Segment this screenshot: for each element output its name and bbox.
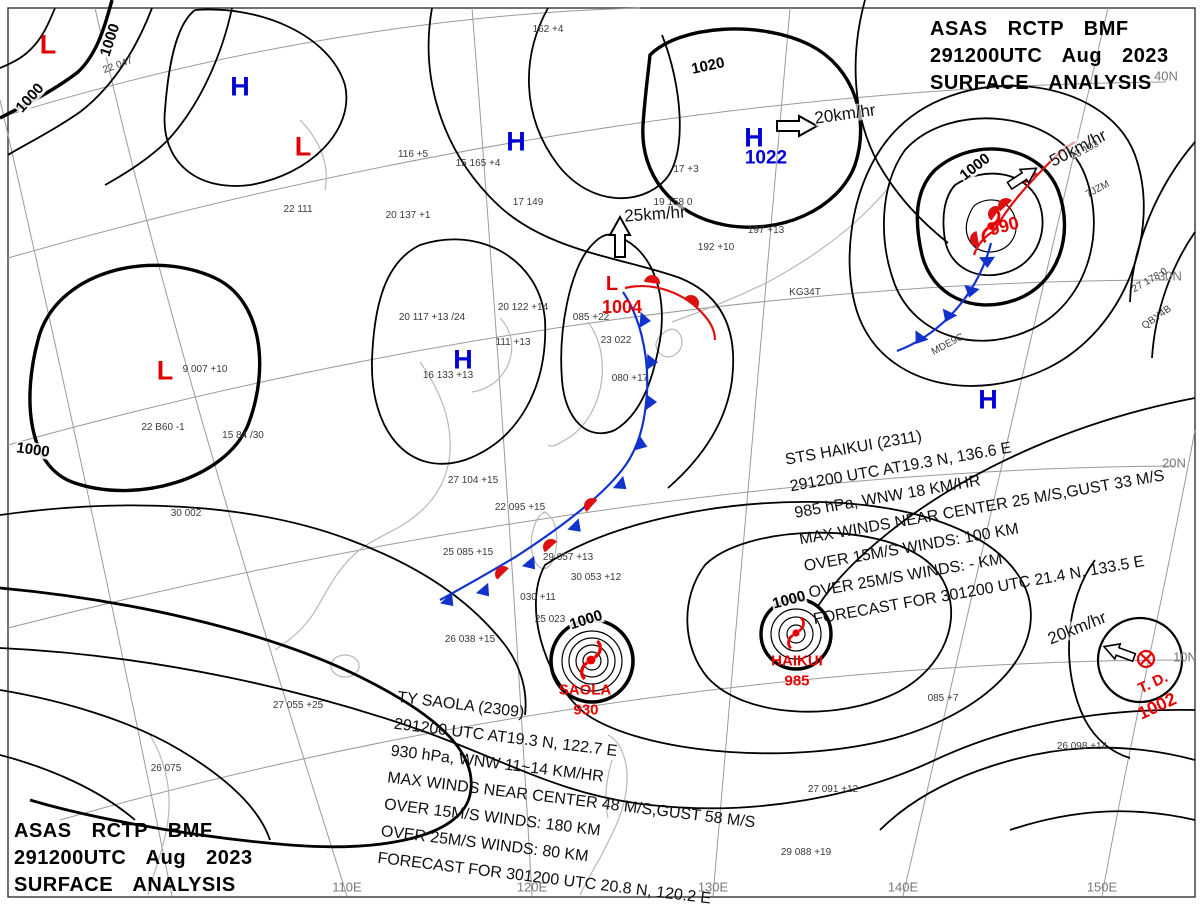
low-pressure-value: 1004 xyxy=(601,297,643,317)
title-line-1: ASAS RCTP BMF xyxy=(930,18,1129,40)
storm-name-label: HAIKUI xyxy=(771,652,823,670)
station-plot: 17 149 xyxy=(512,197,544,208)
low-marker: L xyxy=(294,131,312,162)
warm-front-line xyxy=(624,285,717,341)
motion-arrow-east xyxy=(776,115,818,137)
station-plot: 19 158 0 xyxy=(653,197,693,208)
station-plot: 22 111 xyxy=(283,204,313,215)
title-line-1: ASAS RCTP BMF xyxy=(14,820,213,842)
station-plot: 27 104 +15 xyxy=(447,475,499,486)
station-plot: 30 002 xyxy=(170,508,202,519)
station-plot: 15 84 /30 xyxy=(222,430,264,441)
station-plot: 29 057 +13 xyxy=(542,552,594,563)
station-plot: 27 091 +12 xyxy=(807,784,859,795)
isobars xyxy=(0,0,1196,849)
station-plot: 26 075 xyxy=(150,763,182,774)
station-plot: 20 117 +13 /24 xyxy=(398,312,466,323)
station-plot: 085 +7 xyxy=(927,693,959,704)
station-plot: 030 +11 xyxy=(520,592,556,603)
lat-label: 20N xyxy=(1162,455,1186,471)
cold-front-line xyxy=(439,291,649,601)
lon-label: 130E xyxy=(697,879,729,895)
high-marker: H xyxy=(453,344,473,375)
station-plot: 162 +4 xyxy=(532,24,564,35)
lat-label: 40N xyxy=(1154,68,1178,84)
high-marker: H xyxy=(978,384,998,415)
station-plot: 20 137 +1 xyxy=(385,210,431,221)
low-marker: L xyxy=(156,355,174,386)
lat-label: 30N xyxy=(1158,268,1182,284)
cold-front-line xyxy=(896,242,993,353)
typhoon-symbol-haikui xyxy=(787,616,805,650)
lon-label: 110E xyxy=(332,879,362,895)
station-plot: 30 053 +12 xyxy=(570,572,622,583)
high-marker: H xyxy=(230,71,250,102)
lat-label: 10N xyxy=(1173,649,1197,665)
low-marker: L xyxy=(605,273,619,295)
title-block-top-right: ASAS RCTP BMF 291200UTC Aug 2023 SURFACE… xyxy=(930,16,1169,97)
station-plot: 29 088 +19 xyxy=(780,847,832,858)
station-plot: KG34T xyxy=(789,287,821,298)
lon-label: 150E xyxy=(1086,879,1118,895)
station-plot: 16 133 +13 xyxy=(422,370,474,381)
station-plot: 27 055 +25 xyxy=(272,700,324,711)
high-marker: H xyxy=(506,126,526,157)
station-plot: 25 023 xyxy=(534,614,566,625)
high-pressure-value: 1022 xyxy=(744,147,788,169)
title-line-2: 291200UTC Aug 2023 xyxy=(930,45,1169,67)
station-plot: 197 +13 xyxy=(747,225,785,236)
title-block-bottom-left: ASAS RCTP BMF 291200UTC Aug 2023 SURFACE… xyxy=(14,818,253,899)
title-line-3: SURFACE ANALYSIS xyxy=(930,72,1152,94)
lon-label: 120E xyxy=(516,879,548,895)
station-plot: 15 165 +4 xyxy=(455,158,501,169)
storm-name-label: SAOLA xyxy=(558,681,612,699)
title-line-3: SURFACE ANALYSIS xyxy=(14,874,236,896)
title-line-2: 291200UTC Aug 2023 xyxy=(14,847,253,869)
station-plot: 080 +17 xyxy=(611,373,649,384)
station-plot: 25 085 +15 xyxy=(442,547,494,558)
storm-pressure-label: 930 xyxy=(573,701,599,719)
low-marker: L xyxy=(39,29,57,60)
station-plot: 9 007 +10 xyxy=(182,364,228,375)
station-plot: 26 098 +14 xyxy=(1056,741,1108,752)
high-marker: H xyxy=(744,122,764,153)
station-plot: 22 B60 -1 xyxy=(141,422,185,433)
station-plot: 111 +13 xyxy=(495,337,531,348)
station-plot: 116 +5 xyxy=(397,149,429,160)
station-plot: 26 038 +15 xyxy=(444,634,496,645)
station-plot: 22 095 +15 xyxy=(494,502,546,513)
station-plot: 085 +22 xyxy=(572,312,610,323)
station-plot: 17 +3 xyxy=(673,164,699,175)
station-plot: 192 +10 xyxy=(697,242,735,253)
map-frame xyxy=(7,7,1196,898)
station-plot: 23 022 xyxy=(600,335,632,346)
tropical-depression-symbol xyxy=(1136,649,1156,669)
station-plot: 20 122 +14 xyxy=(497,302,549,313)
lon-label: 140E xyxy=(887,879,919,895)
storm-pressure-label: 985 xyxy=(784,672,810,690)
